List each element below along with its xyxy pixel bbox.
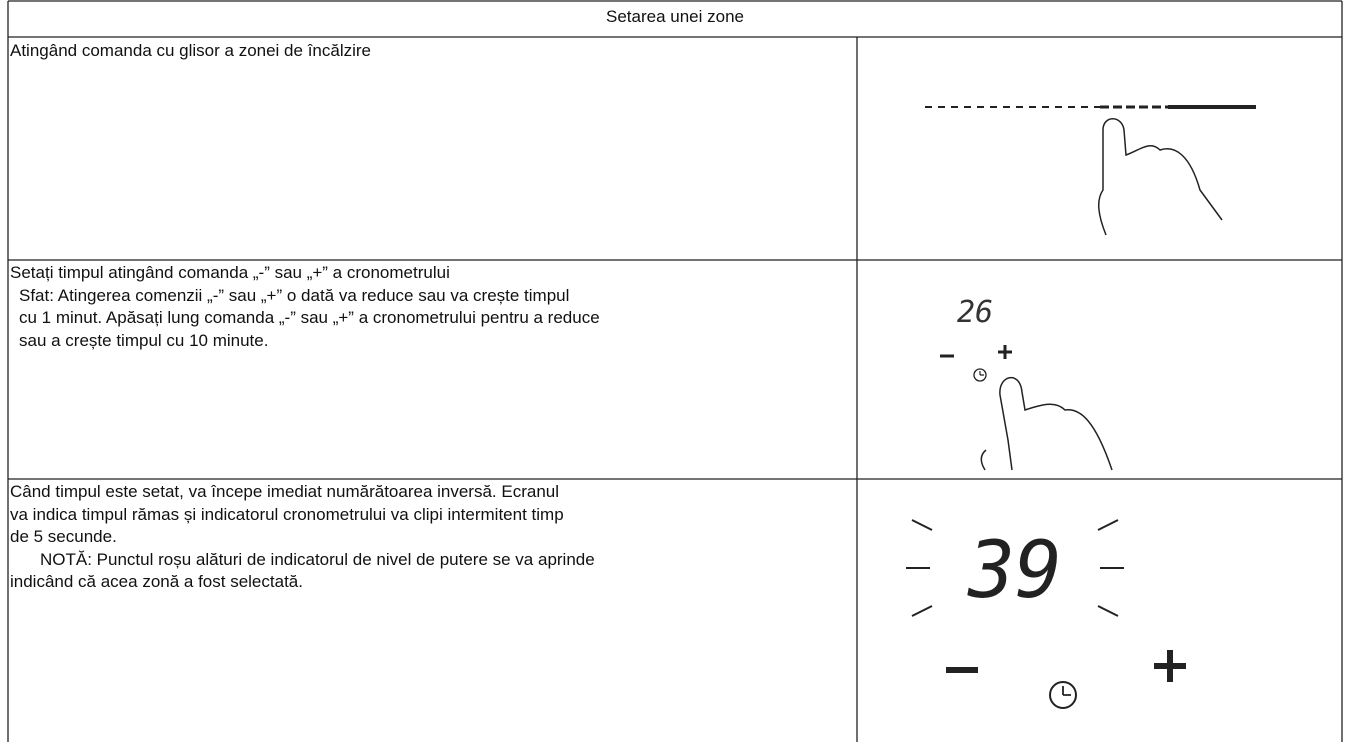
- text-line: sau a crește timpul cu 10 minute.: [19, 330, 269, 350]
- row-text: Atingând comanda cu glisor a zonei de în…: [10, 40, 850, 63]
- text-line: NOTĂ: Punctul roșu alături de indicatoru…: [40, 549, 595, 569]
- slider-illustration: [925, 105, 1256, 236]
- text-line: cu 1 minut. Apăsați lung comanda „-” sau…: [19, 308, 600, 327]
- text-line: de 5 secunde.: [10, 527, 117, 546]
- text-line: Setați timpul atingând comanda „-” sau „…: [10, 263, 450, 282]
- timer-display: 26: [957, 295, 993, 330]
- timer-display: 39: [967, 526, 1062, 616]
- row-text: Setați timpul atingând comanda „-” sau „…: [10, 262, 850, 352]
- timer-illustration: [940, 345, 1113, 471]
- row-text: Când timpul este setat, va începe imedia…: [10, 481, 850, 594]
- text-line: Când timpul este setat, va începe imedia…: [10, 482, 560, 501]
- text-line: Atingând comanda cu glisor a zonei de în…: [10, 41, 371, 60]
- blinking-timer-illustration: [906, 519, 1186, 709]
- text-line: indicând că acea zonă a fost selectată.: [10, 572, 303, 591]
- text-line: va indica timpul rămas și indicatorul cr…: [10, 504, 564, 524]
- table-title: Setarea unei zone: [606, 7, 744, 26]
- text-line: Sfat: Atingerea comenzii „-” sau „+” o d…: [19, 285, 570, 305]
